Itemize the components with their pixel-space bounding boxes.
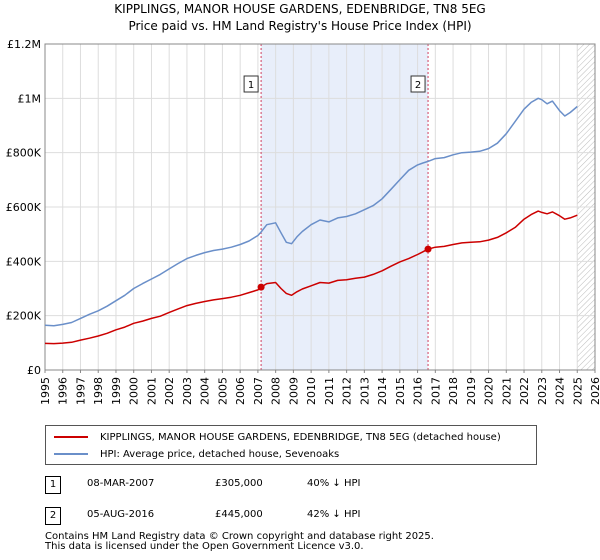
x-tick-label: 2013 (358, 377, 371, 405)
y-tick-label: £1M (18, 92, 42, 105)
legend-swatch-property (54, 436, 88, 438)
sale-point (424, 245, 432, 253)
sale-label-text: 1 (248, 80, 254, 91)
plot-border (44, 43, 596, 371)
legend-item-hpi: HPI: Average price, detached house, Seve… (54, 446, 339, 462)
x-tick-label: 2004 (199, 377, 212, 405)
x-tick-label: 2016 (412, 377, 425, 405)
y-tick-label: £600K (6, 201, 42, 214)
x-tick-label: 2000 (128, 377, 141, 405)
footer-line-2: This data is licensed under the Open Gov… (45, 541, 364, 552)
x-tick-label: 2005 (216, 377, 229, 405)
x-tick-label: 2001 (145, 377, 158, 405)
chart-title: KIPPLINGS, MANOR HOUSE GARDENS, EDENBRID… (114, 2, 486, 16)
x-tick-label: 2021 (500, 377, 513, 405)
sale-label-box (243, 75, 259, 93)
x-tick-label: 1995 (39, 377, 52, 405)
x-tick-label: 2010 (305, 377, 318, 405)
legend: KIPPLINGS, MANOR HOUSE GARDENS, EDENBRID… (45, 425, 537, 465)
transaction-date: 08-MAR-2007 (87, 478, 155, 489)
sale-label-text: 2 (415, 80, 421, 91)
x-tick-label: 1998 (92, 377, 105, 405)
property-series-line (44, 210, 578, 345)
transaction-hpi-diff: 42% ↓ HPI (307, 509, 361, 520)
y-tick-label: £800K (6, 147, 42, 160)
x-tick-label: 2012 (341, 377, 354, 405)
transaction-date: 05-AUG-2016 (87, 509, 155, 520)
x-tick-label: 1996 (57, 377, 70, 405)
sale-label-box (410, 75, 426, 93)
x-tick-label: 2026 (589, 377, 600, 405)
x-tick-label: 2023 (536, 377, 549, 405)
transaction-hpi-diff: 40% ↓ HPI (307, 478, 361, 489)
x-tick-label: 2017 (429, 377, 442, 405)
legend-item-property: KIPPLINGS, MANOR HOUSE GARDENS, EDENBRID… (54, 429, 501, 445)
x-tick-label: 2022 (518, 377, 531, 405)
legend-label-property: KIPPLINGS, MANOR HOUSE GARDENS, EDENBRID… (100, 431, 501, 443)
y-tick-label: £200K (6, 310, 42, 323)
transaction-price: £305,000 (215, 478, 263, 489)
x-tick-label: 2020 (483, 377, 496, 405)
hpi-series-line (44, 97, 578, 327)
footer-attribution: Contains HM Land Registry data © Crown c… (45, 532, 434, 552)
x-tick-label: 2007 (252, 377, 265, 405)
legend-swatch-hpi (54, 453, 88, 455)
footer-line-1: Contains HM Land Registry data © Crown c… (45, 531, 434, 542)
x-tick-label: 2019 (465, 377, 478, 405)
x-tick-label: 2006 (234, 377, 247, 405)
sale-point (257, 283, 265, 291)
x-tick-label: 2008 (270, 377, 283, 405)
x-tick-label: 2003 (181, 377, 194, 405)
x-tick-label: 1997 (74, 377, 87, 405)
price-chart: 1 2 £0 £200K £400K £600K £800K £1M £1.2M 1995 1996… (6, 38, 600, 405)
x-tick-label: 1999 (110, 377, 123, 405)
transaction-price: £445,000 (215, 509, 263, 520)
transaction-number: 2 (45, 507, 61, 525)
y-tick-label: £1.2M (7, 38, 41, 51)
x-tick-label: 2011 (323, 377, 336, 405)
x-tick-label: 2024 (554, 377, 567, 405)
x-tick-label: 2015 (394, 377, 407, 405)
transaction-number: 1 (45, 476, 61, 494)
chart-subtitle: Price paid vs. HM Land Registry's House … (128, 19, 472, 33)
y-tick-label: £400K (6, 255, 42, 268)
x-tick-label: 2009 (287, 377, 300, 405)
x-tick-label: 2002 (163, 377, 176, 405)
legend-label-hpi: HPI: Average price, detached house, Seve… (100, 448, 340, 460)
x-tick-label: 2018 (447, 377, 460, 405)
x-tick-label: 2025 (571, 377, 584, 405)
x-tick-label: 2014 (376, 377, 389, 405)
y-tick-label: £0 (27, 364, 41, 377)
